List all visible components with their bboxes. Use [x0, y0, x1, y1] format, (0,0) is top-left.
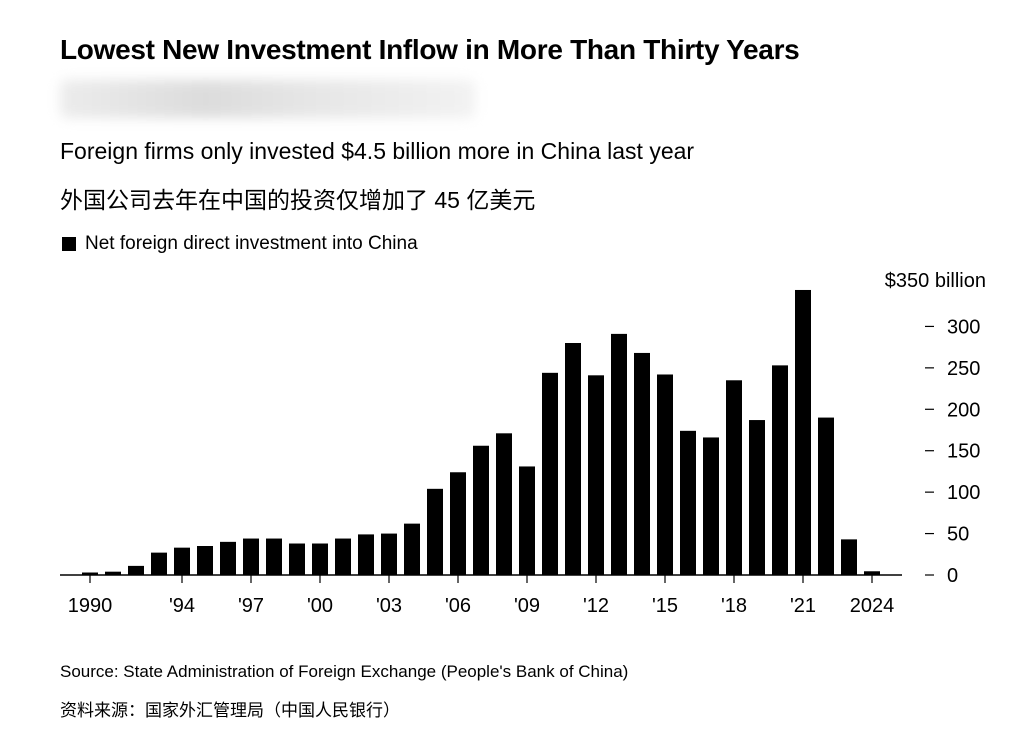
source-chinese: 资料来源：国家外汇管理局（中国人民银行）: [60, 701, 400, 720]
bar-1991: [105, 571, 121, 575]
bar-1999: [289, 543, 305, 575]
bar-2022: [818, 417, 834, 575]
x-tick-label: '12: [583, 595, 609, 617]
bar-2016: [680, 430, 696, 575]
bar-1998: [266, 538, 282, 575]
bar-2018: [726, 380, 742, 575]
y-tick-label: 100: [947, 482, 980, 504]
bar-1992: [128, 565, 144, 575]
bar-2002: [358, 534, 374, 575]
bar-2021: [795, 289, 811, 575]
bar-2005: [427, 488, 443, 575]
bar-1990: [82, 572, 98, 575]
y-tick-label: 50: [947, 524, 969, 546]
bar-2012: [588, 375, 604, 575]
bar-2004: [404, 523, 420, 575]
x-tick-label: '18: [721, 595, 747, 617]
y-tick-label: 300: [947, 316, 980, 338]
chart-legend: Net foreign direct investment into China: [62, 233, 418, 255]
x-tick-label: 1990: [68, 595, 113, 617]
bar-2001: [335, 538, 351, 575]
bar-2008: [496, 433, 512, 575]
bar-2003: [381, 533, 397, 575]
subtitle-chinese: 外国公司去年在中国的投资仅增加了 45 亿美元: [60, 187, 536, 213]
bar-2020: [772, 365, 788, 575]
bar-2014: [634, 352, 650, 575]
bar-2015: [657, 374, 673, 575]
bar-2009: [519, 466, 535, 575]
x-tick-label: '94: [169, 595, 195, 617]
bar-2007: [473, 445, 489, 575]
blurred-subheading: [60, 80, 475, 118]
bar-1997: [243, 538, 259, 575]
y-axis-unit-label: $350 billion: [885, 270, 986, 292]
x-tick-label: '06: [445, 595, 471, 617]
bar-2000: [312, 543, 328, 575]
bar-2011: [565, 343, 581, 575]
source-english: Source: State Administration of Foreign …: [60, 662, 629, 681]
bar-1993: [151, 552, 167, 575]
y-tick-label: 0: [947, 565, 958, 587]
x-tick-label: '00: [307, 595, 333, 617]
x-tick-label: 2024: [850, 595, 895, 617]
subtitle-english: Foreign firms only invested $4.5 billion…: [60, 138, 695, 164]
y-tick-label: 150: [947, 441, 980, 463]
bar-1994: [174, 547, 190, 575]
chart-title: Lowest New Investment Inflow in More Tha…: [60, 34, 800, 65]
y-tick-label: 250: [947, 358, 980, 380]
x-tick-label: '97: [238, 595, 264, 617]
bar-2024: [864, 571, 880, 575]
y-axis-ticks: 0 50 100 150 200 250 300: [925, 316, 980, 587]
x-tick-label: '15: [652, 595, 678, 617]
bar-1996: [220, 541, 236, 575]
x-axis-ticks: 1990 '94 '97 '00 '03 '06 '09 '12 '15 '18 '21 2024: [68, 575, 895, 617]
x-tick-label: '03: [376, 595, 402, 617]
legend-label: Net foreign direct investment into China: [85, 233, 418, 254]
x-tick-label: '09: [514, 595, 540, 617]
bars-group: [82, 289, 880, 575]
legend-swatch: [62, 237, 76, 251]
bar-2010: [542, 372, 558, 575]
y-tick-label: 200: [947, 399, 980, 421]
bar-2017: [703, 437, 719, 575]
bar-2013: [611, 333, 627, 575]
bar-2006: [450, 472, 466, 575]
bar-2019: [749, 420, 765, 575]
bar-1995: [197, 546, 213, 575]
bar-2023: [841, 539, 857, 575]
x-tick-label: '21: [790, 595, 816, 617]
